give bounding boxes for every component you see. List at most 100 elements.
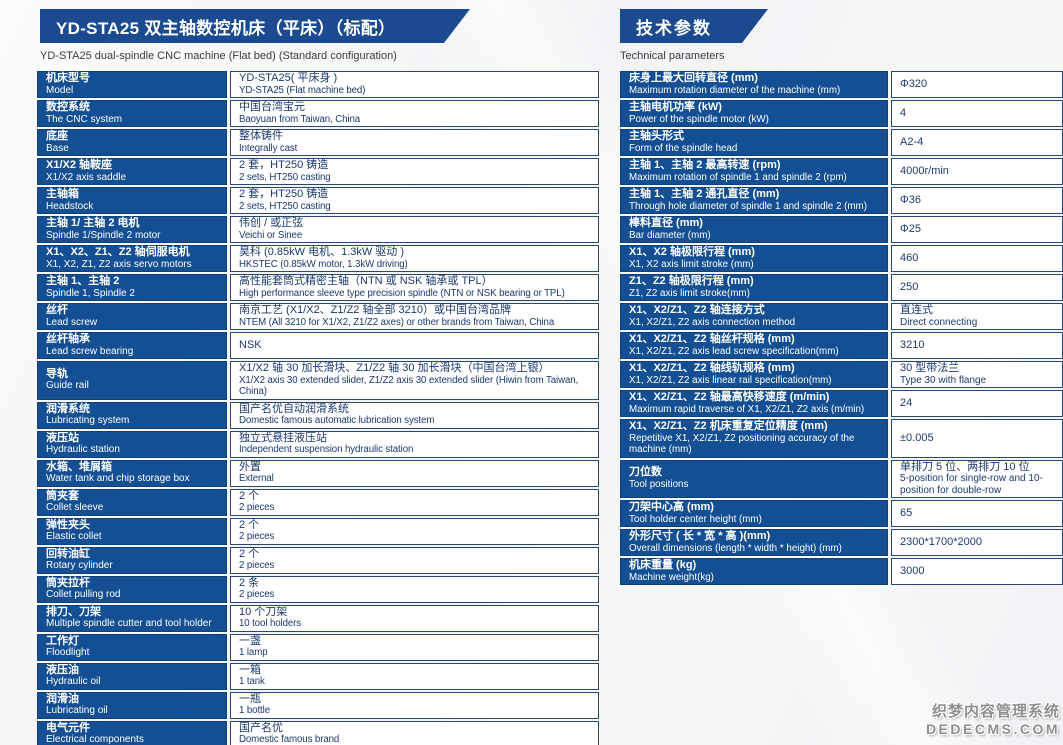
row-value: 3000 [891,558,1063,585]
label-en-line: Repetitive X1, X2/Z1, Z2 positioning acc… [629,432,855,456]
table-row: X1、X2/Z1、Z2 轴丝杆规格 (mm) X1, X2/Z1, Z2 axis… [620,332,1063,359]
spec-table-configuration: 机床型号 Model YD-STA25( 平床身 ) YD-STA25 (Flat m… [37,71,599,745]
row-label: 筒夹拉杆 Collet pulling rod [37,575,227,603]
label-en-line: X1, X2 axis limit stroke (mm) [629,258,754,270]
label-en-line: Lead screw bearing [46,345,134,357]
row-value: 4000r/min [891,158,1063,185]
label-zh-line: 机床型号 [46,72,90,84]
row-label: 主轴 1、主轴 2 最高转速 (rpm) Maximum rotation of … [620,158,888,185]
label-en-line: Tool holder center height (mm) [629,513,762,525]
label-en-line: Floodlight [46,647,90,658]
value-en-line: 2 pieces [239,502,275,513]
table-row: 主轴箱 Headstock 2 套，HT250 铸造 2 sets, HT250 ca… [37,187,599,214]
table-row: X1、X2 轴极限行程 (mm) X1, X2 axis limit stroke… [620,245,1063,272]
value-en-line: Independent suspension hydraulic station [239,444,414,455]
value-zh-line: 250 [900,280,919,293]
row-value: 460 [891,245,1063,272]
value-zh-line: 国产名优 [239,721,283,734]
value-zh-line: 460 [900,251,919,264]
label-en-line: X1/X2 axis saddle [46,171,127,183]
row-value: ±0.005 [891,419,1063,458]
row-value: 伟创 / 或正弦 Veichi or Sinee [230,216,599,243]
table-row: X1、X2/Z1、Z2 轴连接方式 X1, X2/Z1, Z2 axis conn… [620,303,1063,330]
row-value: 国产名优自动润滑系统 Domestic famous automatic lubr… [230,401,599,429]
table-row: Z1、Z2 轴极限行程 (mm) Z1, Z2 axis limit stroke… [620,274,1063,301]
page-subtitle: YD-STA25 dual-spindle CNC machine (Flat … [40,50,397,62]
row-label: X1、X2、Z1、Z2 轴伺服电机 X1, X2, Z1, Z2 axis ser… [37,245,227,272]
label-zh-line: 回转油缸 [46,547,90,560]
value-en-line: Domestic famous automatic lubrication sy… [239,415,435,426]
table-row: X1、X2/Z1、Z2 机床重复定位精度 (mm) Repetitive X1, … [620,419,1063,458]
value-zh-line: 昊科 (0.85kW 电机、1.3kW 驱动 ) [239,246,405,258]
label-zh-line: 液压油 [46,663,79,676]
row-value: 一盏 1 lamp [230,633,599,661]
value-en-line: YD-STA25 (Flat machine bed) [239,84,366,96]
value-zh-line: 4000r/min [900,164,949,177]
row-value: 独立式悬挂液压站 Independent suspension hydraulic… [230,430,599,458]
label-zh-line: 主轴头形式 [629,130,684,142]
row-label: 主轴箱 Headstock [37,187,227,214]
value-zh-line: 30 型带法兰 [900,362,960,374]
row-label: 刀位数 Tool positions [620,459,888,498]
row-value: 4 [891,100,1063,127]
params-subtitle: Technical parameters [620,50,725,62]
value-en-line: X1/X2 axis 30 extended slider, Z1/Z2 axi… [239,374,579,398]
label-zh-line: 排刀、刀架 [46,605,101,618]
watermark-line1: 织梦内容管理系统 [931,703,1060,720]
table-row: X1、X2、Z1、Z2 轴伺服电机 X1, X2, Z1, Z2 axis ser… [37,245,599,272]
label-en-line: X1, X2, Z1, Z2 axis servo motors [46,258,192,270]
row-label: 刀架中心高 (mm) Tool holder center height (mm) [620,500,888,527]
row-label: 床身上最大回转直径 (mm) Maximum rotation diameter … [620,71,888,98]
table-row: 主轴 1、主轴 2 Spindle 1, Spindle 2 高性能套筒式精密主轴（… [37,274,599,301]
row-value: Φ320 [891,71,1063,98]
table-row: 数控系统 The CNC system 中国台湾宝元 Baoyuan from Tai… [37,100,599,127]
row-value: X1/X2 轴 30 加长滑块、Z1/Z2 轴 30 加长滑块（中国台湾上银） X… [230,361,599,400]
table-row: 主轴 1/ 主轴 2 电机 Spindle 1/Spindle 2 motor 伟创… [37,216,599,243]
label-zh-line: 机床重量 (kg) [629,559,697,571]
row-label: 主轴头形式 Form of the spindle head [620,129,888,156]
row-label: 弹性夹头 Elastic collet [37,517,227,545]
value-zh-line: 2 套，HT250 铸造 [239,159,329,171]
row-value: 2300*1700*2000 [891,529,1063,556]
row-label: Z1、Z2 轴极限行程 (mm) Z1, Z2 axis limit stroke… [620,274,888,301]
value-zh-line: 一箱 [239,663,261,676]
label-en-line: Headstock [46,200,94,212]
table-row: 液压油 Hydraulic oil 一箱 1 tank [37,662,599,690]
label-zh-line: X1、X2 轴极限行程 (mm) [629,246,755,258]
row-label: 润滑油 Lubricating oil [37,691,227,719]
label-zh-line: 润滑油 [46,692,79,705]
row-label: 棒料直径 (mm) Bar diameter (mm) [620,216,888,243]
row-value: 南京工艺 (X1/X2、Z1/Z2 轴全部 3210）或中国台湾品牌 NTEM (… [230,303,599,330]
row-value: 10 个刀架 10 tool holders [230,604,599,632]
label-zh-line: 电气元件 [46,721,90,734]
label-en-line: Tool positions [629,478,689,490]
label-en-line: Collet pulling rod [46,589,121,600]
value-zh-line: 24 [900,396,913,409]
table-row: 棒料直径 (mm) Bar diameter (mm) Φ25 [620,216,1063,243]
value-zh-line: 高性能套筒式精密主轴（NTN 或 NSK 轴承或 TPL） [239,275,493,287]
spec-table-parameters: 床身上最大回转直径 (mm) Maximum rotation diameter … [620,71,1063,585]
watermark: 织梦内容管理系统 DEDECMS.COM [926,700,1060,737]
value-en-line: Baoyuan from Taiwan, China [239,113,361,125]
label-en-line: Lubricating system [46,415,130,426]
value-en-line: 1 lamp [239,647,268,658]
row-value: 3210 [891,332,1063,359]
row-label: 丝杆轴承 Lead screw bearing [37,332,227,359]
label-en-line: Hydraulic oil [46,676,101,687]
label-en-line: Lubricating oil [46,705,108,716]
row-label: 回转油缸 Rotary cylinder [37,546,227,574]
value-zh-line: 2 套，HT250 铸造 [239,188,329,200]
row-label: X1、X2/Z1、Z2 机床重复定位精度 (mm) Repetitive X1, … [620,419,888,458]
label-en-line: Water tank and chip storage box [46,473,190,484]
value-zh-line: 伟创 / 或正弦 [239,217,304,229]
table-row: 丝杆轴承 Lead screw bearing NSK [37,332,599,359]
row-label: X1、X2/Z1、Z2 轴连接方式 X1, X2/Z1, Z2 axis conn… [620,303,888,330]
table-row: 外形尺寸 ( 长 * 宽 * 高 )(mm) Overall dimensions… [620,529,1063,556]
table-row: 主轴 1、主轴 2 通孔直径 (mm) Through hole diameter… [620,187,1063,214]
row-value: 单排刀 5 位、两排刀 10 位 5-position for single-ro… [891,459,1063,498]
label-zh-line: 筒夹套 [46,489,79,502]
label-en-line: Form of the spindle head [629,142,738,154]
params-banner: 技术参数 [620,9,768,43]
value-zh-line: 4 [900,106,907,119]
